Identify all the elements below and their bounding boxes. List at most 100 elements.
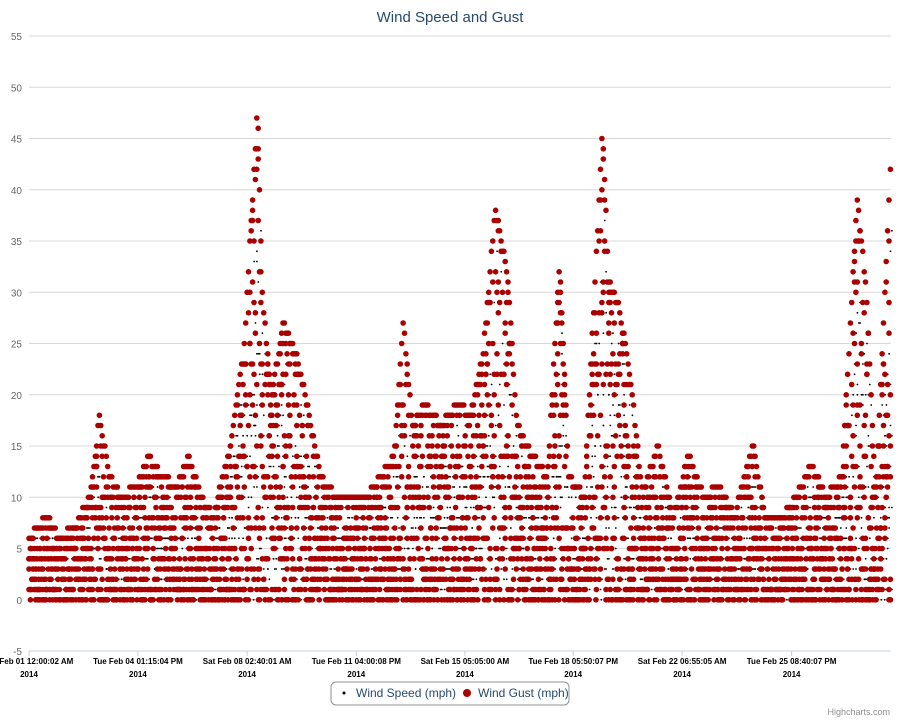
speed-point xyxy=(572,557,574,560)
speed-point xyxy=(860,393,863,396)
speed-point xyxy=(425,486,428,488)
speed-point xyxy=(413,475,416,478)
speed-point xyxy=(891,229,893,232)
gust-point xyxy=(62,556,68,562)
speed-point xyxy=(427,557,429,560)
speed-point xyxy=(456,424,458,427)
gust-point xyxy=(62,576,68,583)
speed-point xyxy=(867,445,870,447)
speed-point xyxy=(627,537,630,540)
speed-point xyxy=(236,434,239,437)
speed-point xyxy=(602,393,605,396)
gust-point xyxy=(84,515,90,521)
speed-point xyxy=(609,424,612,427)
speed-point xyxy=(623,414,625,417)
speed-point xyxy=(595,516,598,519)
speed-point xyxy=(885,404,888,406)
speed-point xyxy=(617,404,620,406)
speed-point xyxy=(632,506,635,509)
x-tick-year: 2014 xyxy=(456,670,474,679)
speed-point xyxy=(254,424,257,427)
speed-point xyxy=(105,506,108,509)
speed-point xyxy=(305,516,308,519)
speed-point xyxy=(606,465,609,468)
speed-point xyxy=(347,516,349,519)
speed-point xyxy=(406,547,409,550)
speed-point xyxy=(613,373,616,376)
speed-point xyxy=(624,486,627,488)
speed-point xyxy=(384,506,387,509)
speed-point xyxy=(599,445,602,447)
speed-point xyxy=(398,527,400,529)
speed-point xyxy=(844,537,846,540)
speed-point xyxy=(857,547,860,550)
speed-point xyxy=(561,352,563,355)
speed-point xyxy=(605,311,607,314)
speed-point xyxy=(254,434,257,437)
speed-point xyxy=(98,557,101,560)
speed-point xyxy=(879,516,882,519)
speed-point xyxy=(493,506,496,509)
speed-point xyxy=(181,547,184,550)
speed-point xyxy=(250,434,253,437)
speed-point xyxy=(845,527,848,529)
speed-point xyxy=(505,578,508,581)
speed-point xyxy=(570,537,573,540)
speed-point xyxy=(483,506,486,509)
speed-point xyxy=(429,516,432,519)
speed-point xyxy=(273,598,275,601)
gust-point xyxy=(60,566,67,572)
speed-point xyxy=(870,404,873,406)
gust-point xyxy=(73,545,79,552)
speed-point xyxy=(799,527,802,529)
speed-point xyxy=(414,475,417,478)
speed-point xyxy=(613,506,616,509)
speed-point xyxy=(845,537,848,540)
speed-point xyxy=(442,527,445,529)
speed-point xyxy=(511,568,514,570)
speed-point xyxy=(438,547,440,550)
speed-point xyxy=(537,516,540,519)
speed-point xyxy=(250,414,253,417)
speed-point xyxy=(302,414,305,417)
speed-point xyxy=(389,516,392,519)
speed-point xyxy=(798,527,801,529)
speed-point xyxy=(445,527,447,529)
speed-point xyxy=(775,527,777,529)
speed-point xyxy=(689,537,692,540)
speed-point xyxy=(449,506,451,509)
speed-point xyxy=(423,516,425,519)
speed-point xyxy=(592,475,595,478)
speed-point xyxy=(614,506,617,509)
speed-point xyxy=(254,322,257,324)
speed-point xyxy=(256,260,258,263)
gust-point xyxy=(81,535,87,542)
speed-point xyxy=(278,465,280,468)
speed-point xyxy=(261,373,264,376)
speed-point xyxy=(396,516,399,519)
speed-point xyxy=(743,537,746,540)
speed-point xyxy=(410,527,413,529)
speed-point xyxy=(862,363,864,365)
speed-point xyxy=(425,557,428,560)
speed-point xyxy=(285,475,287,478)
speed-point xyxy=(487,434,490,437)
speed-point xyxy=(420,516,423,519)
speed-point xyxy=(501,342,504,345)
speed-point xyxy=(296,496,298,499)
speed-point xyxy=(51,537,54,540)
speed-point xyxy=(595,342,598,345)
speed-point xyxy=(641,578,643,581)
speed-point xyxy=(97,475,99,478)
gust-point xyxy=(80,525,86,531)
speed-point xyxy=(458,547,461,550)
speed-point xyxy=(510,393,512,396)
speed-point xyxy=(308,465,311,468)
speed-point xyxy=(478,547,480,550)
speed-point xyxy=(515,434,518,437)
speed-point xyxy=(561,332,563,335)
speed-point xyxy=(594,342,596,345)
speed-point xyxy=(493,301,496,304)
speed-point xyxy=(548,516,551,519)
speed-point xyxy=(552,475,555,478)
